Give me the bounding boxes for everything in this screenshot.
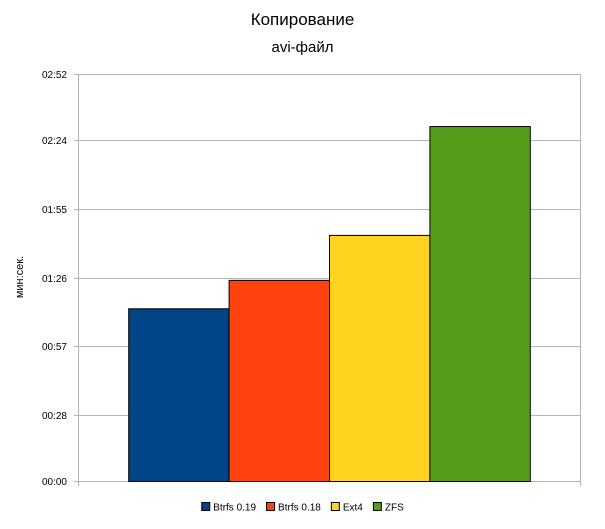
legend-label-btrfs-0-18: Btrfs 0.18 <box>278 503 321 514</box>
bar-zfs <box>429 126 531 482</box>
legend-swatch-zfs <box>372 502 382 511</box>
y-tick-label: 01:55 <box>42 205 67 216</box>
axis-layer: 00:00 00:28 00:57 01:26 01:55 02:24 02:52 <box>42 70 581 488</box>
legend-swatch-ext4 <box>330 502 340 511</box>
legend: Btrfs 0.19 Btrfs 0.18 Ext4 ZFS <box>201 502 404 514</box>
bar-btrfs-0-19 <box>128 308 230 482</box>
bar-btrfs-0-18 <box>228 279 331 482</box>
legend-swatch-btrfs-0-19 <box>201 502 211 511</box>
y-tick-label: 01:26 <box>42 274 67 285</box>
y-tick-label: 02:24 <box>42 136 67 147</box>
y-tick-label: 02:52 <box>42 70 67 81</box>
legend-label-zfs: ZFS <box>385 503 404 514</box>
legend-label-btrfs-0-19: Btrfs 0.19 <box>213 503 256 514</box>
y-tick-label: 00:00 <box>42 477 67 488</box>
y-tick-label: 00:28 <box>42 411 67 422</box>
chart-title: Копирование <box>250 10 355 29</box>
legend-label-ext4: Ext4 <box>343 503 363 514</box>
y-axis-title: мин:сек. <box>14 256 26 298</box>
bar-ext4 <box>329 234 431 482</box>
chart-subtitle: avi-файл <box>271 39 334 56</box>
legend-swatch-btrfs-0-18 <box>266 502 276 511</box>
y-tick-label: 00:57 <box>42 342 67 353</box>
bars-layer <box>128 126 531 482</box>
